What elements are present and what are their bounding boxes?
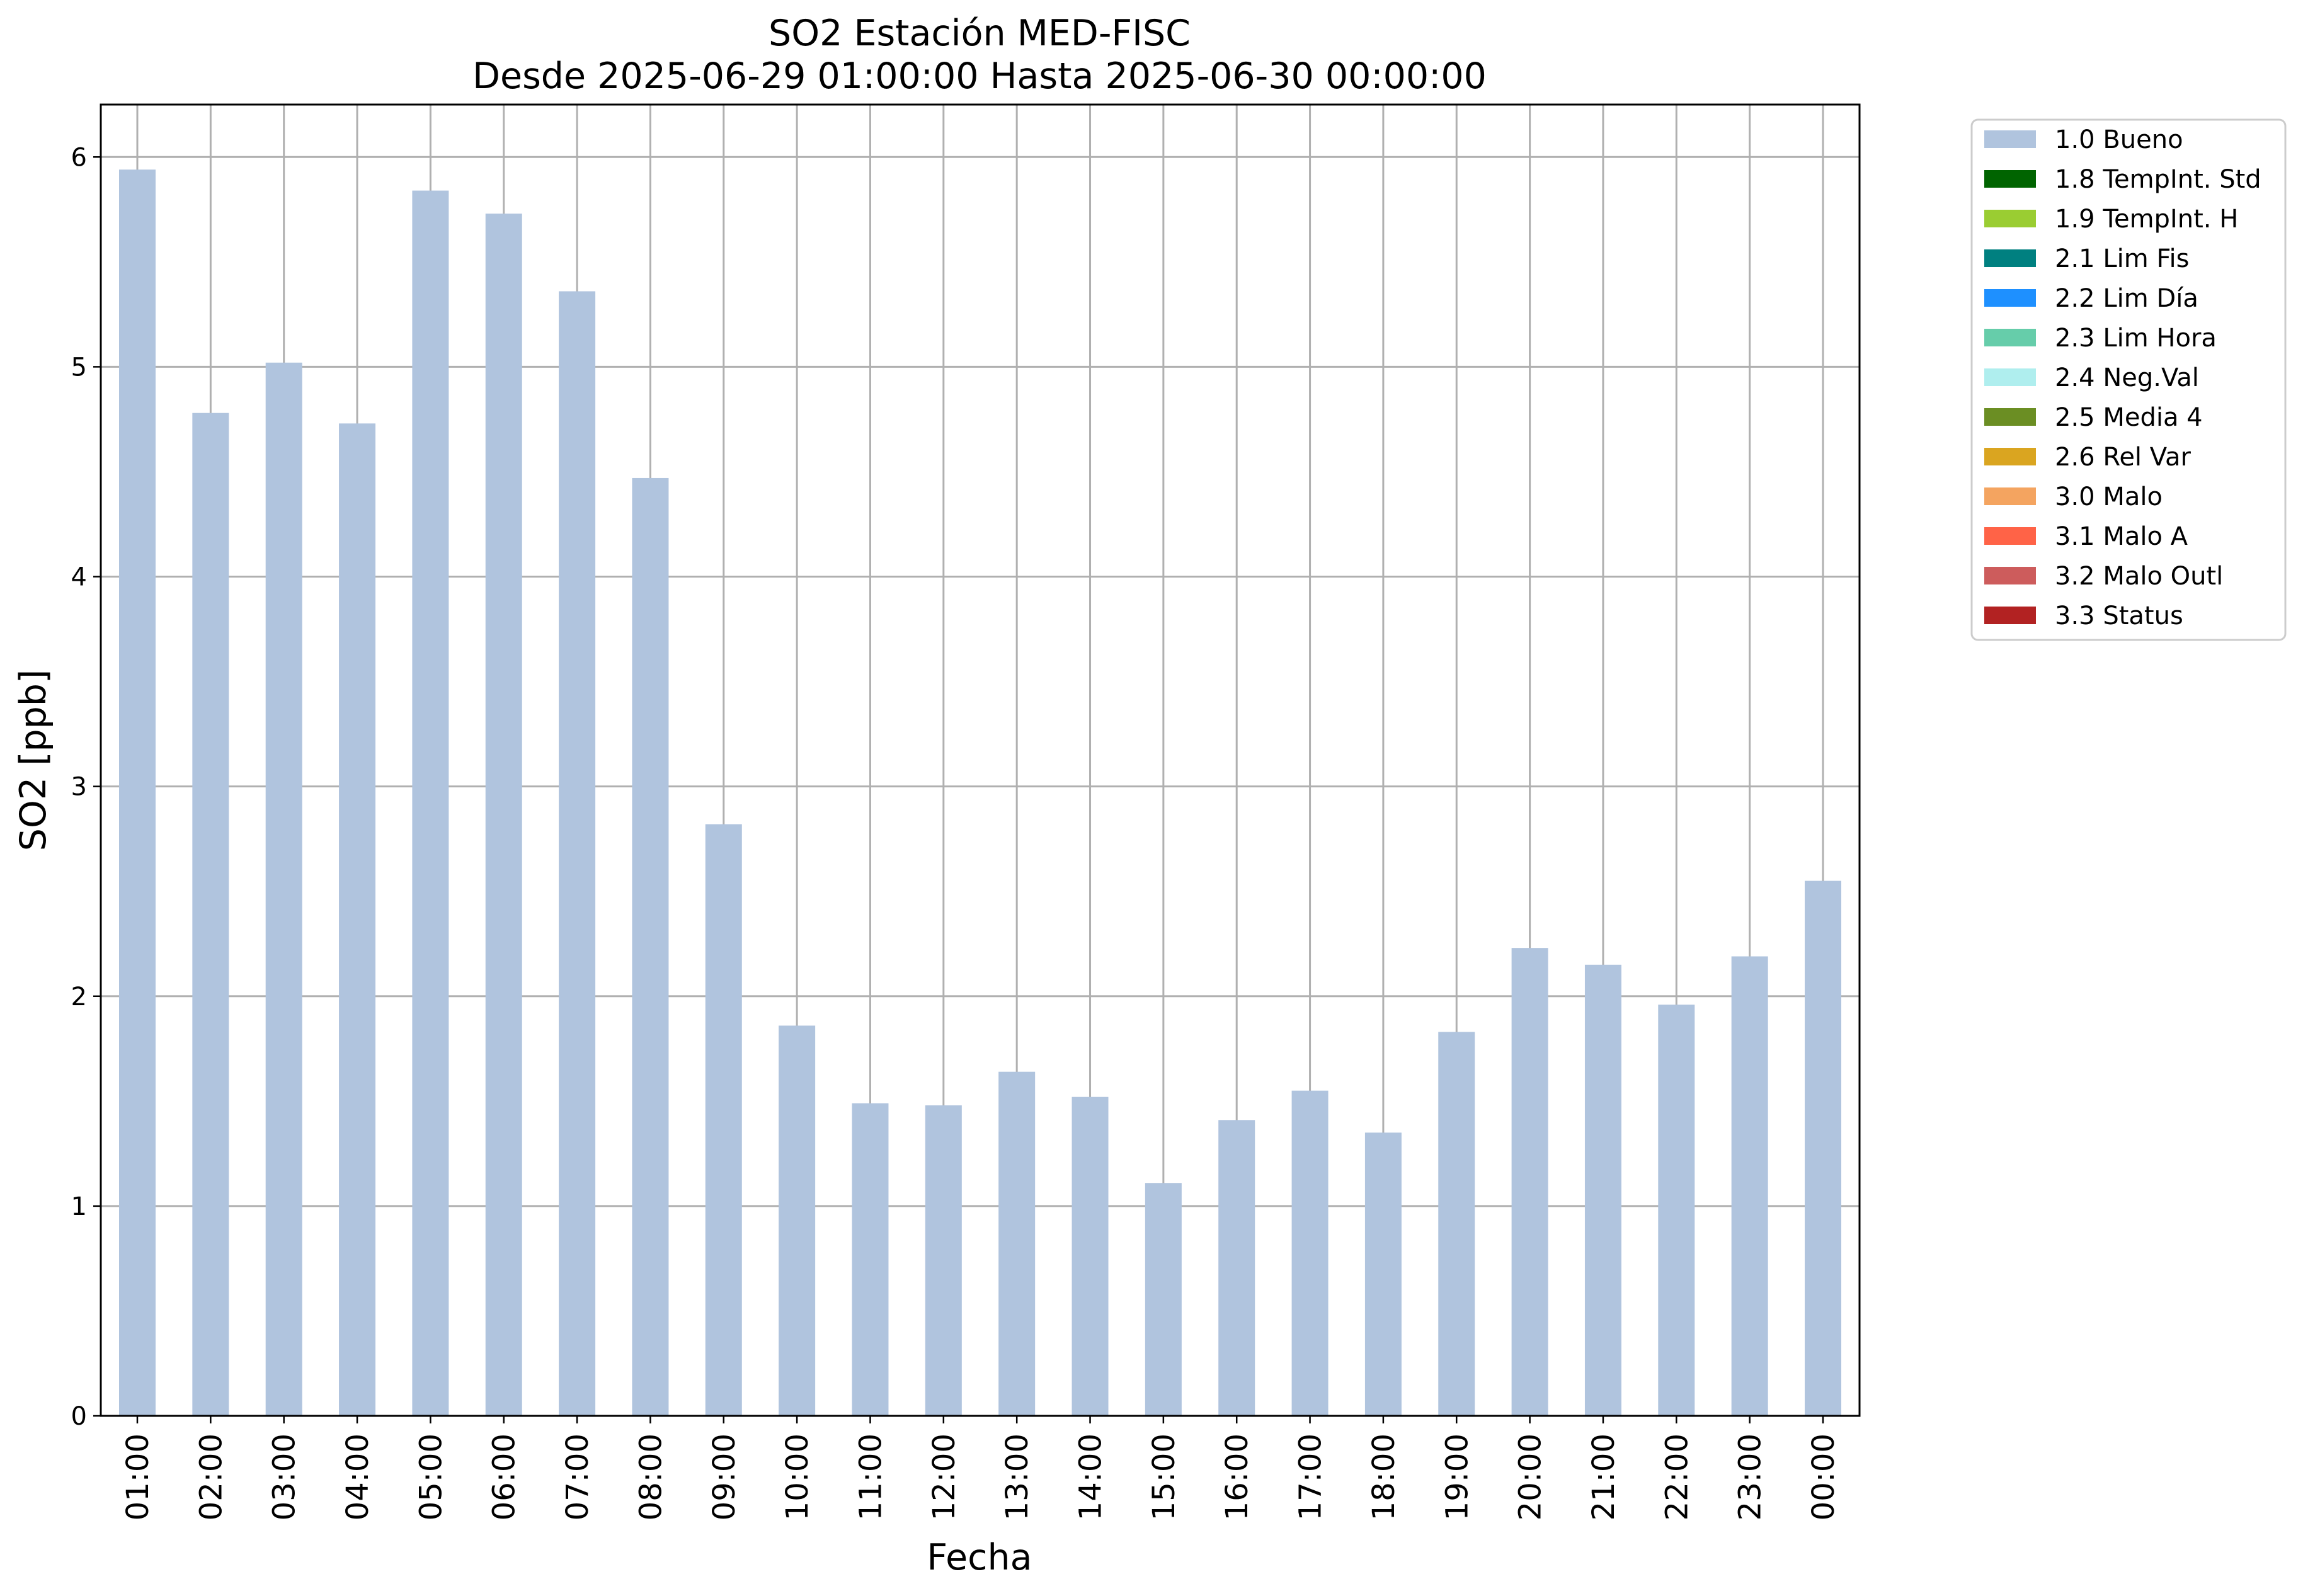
x-tick-label: 20:00	[1513, 1434, 1548, 1520]
legend-frame	[1970, 118, 2287, 641]
bar	[632, 477, 669, 1416]
legend-swatch	[1984, 368, 2036, 386]
x-tick-label: 12:00	[927, 1434, 962, 1520]
bar	[485, 214, 522, 1416]
legend-swatch	[1984, 487, 2036, 505]
x-tick-label: 23:00	[1733, 1434, 1768, 1520]
bar	[705, 824, 742, 1416]
legend-label: 2.6 Rel Var	[2055, 443, 2192, 472]
bar	[1145, 1183, 1182, 1416]
bar	[1218, 1120, 1255, 1416]
bar	[1364, 1132, 1402, 1416]
chart-subtitle: Desde 2025-06-29 01:00:00 Hasta 2025-06-…	[472, 55, 1487, 97]
x-tick-label: 17:00	[1293, 1434, 1329, 1520]
y-tick-label: 4	[71, 563, 87, 592]
chart-title: SO2 Estación MED-FISC	[769, 13, 1191, 54]
y-axis-ticks: 0 1 2 3 4 5 6	[71, 143, 101, 1431]
x-tick-label: 14:00	[1073, 1434, 1109, 1520]
x-tick-label: 13:00	[1000, 1434, 1035, 1520]
bar	[1071, 1097, 1109, 1416]
bar	[265, 362, 302, 1416]
bar	[412, 190, 449, 1416]
bar	[192, 413, 229, 1416]
legend-swatch	[1984, 289, 2036, 307]
plot-frame	[100, 103, 1861, 1417]
bar	[1438, 1032, 1475, 1416]
y-tick-label: 6	[71, 143, 87, 172]
x-tick-label: 03:00	[267, 1434, 302, 1520]
x-tick-label: 11:00	[853, 1434, 888, 1520]
bar	[779, 1025, 816, 1416]
bar	[1658, 1005, 1695, 1416]
legend-label: 3.2 Malo Outl	[2055, 562, 2223, 591]
bar	[925, 1105, 962, 1416]
y-tick-label: 5	[71, 353, 87, 382]
legend-label: 2.1 Lim Fis	[2055, 244, 2189, 273]
x-axis-label: Fecha	[927, 1537, 1032, 1578]
bar	[852, 1103, 889, 1416]
x-tick-label: 16:00	[1220, 1434, 1255, 1520]
x-tick-label: 21:00	[1586, 1434, 1621, 1520]
legend-swatch	[1984, 170, 2036, 188]
legend-label: 3.3 Status	[2055, 601, 2183, 630]
y-tick-label: 1	[71, 1192, 87, 1221]
bar	[339, 423, 376, 1416]
x-tick-label: 01:00	[120, 1434, 156, 1520]
bars	[119, 169, 1841, 1416]
bar	[559, 291, 596, 1416]
x-tick-label: 07:00	[560, 1434, 595, 1520]
y-tick-label: 0	[71, 1402, 87, 1431]
legend-label: 2.2 Lim Día	[2055, 284, 2198, 313]
bar	[1805, 881, 1841, 1416]
legend-swatch	[1984, 210, 2036, 227]
x-tick-label: 02:00	[193, 1434, 229, 1520]
x-tick-label: 09:00	[707, 1434, 742, 1520]
x-tick-label: 15:00	[1146, 1434, 1182, 1520]
legend-swatch	[1984, 567, 2036, 584]
bar	[1511, 948, 1548, 1416]
legend-label: 1.8 TempInt. Std	[2055, 165, 2261, 194]
bar	[1731, 956, 1768, 1416]
y-axis-label: SO2 [ppb]	[13, 670, 54, 851]
legend-label: 1.0 Bueno	[2055, 125, 2183, 154]
x-tick-label: 04:00	[340, 1434, 375, 1520]
plot-area-background	[101, 105, 1860, 1416]
x-tick-label: 05:00	[413, 1434, 449, 1520]
legend-swatch	[1984, 527, 2036, 545]
y-tick-label: 2	[71, 983, 87, 1012]
legend-label: 1.9 TempInt. H	[2055, 205, 2238, 234]
x-tick-label: 18:00	[1366, 1434, 1402, 1520]
legend: 1.0 Bueno 1.8 TempInt. Std 1.9 TempInt. H 2…	[1970, 118, 2287, 641]
bar	[1584, 964, 1621, 1416]
y-tick-label: 3	[71, 773, 87, 802]
legend-swatch	[1984, 408, 2036, 426]
x-tick-label: 08:00	[633, 1434, 668, 1520]
bar	[998, 1071, 1036, 1416]
legend-swatch	[1984, 607, 2036, 624]
legend-swatch	[1984, 448, 2036, 465]
bar	[119, 169, 156, 1416]
x-tick-label: 00:00	[1806, 1434, 1841, 1520]
x-tick-label: 19:00	[1439, 1434, 1475, 1520]
x-axis-ticks: 01:00 02:00 03:00 04:00 05:00 06:00 07:00 08:00…	[120, 1416, 1841, 1520]
legend-swatch	[1984, 130, 2036, 148]
legend-label: 3.1 Malo A	[2055, 522, 2188, 551]
x-tick-label: 06:00	[487, 1434, 522, 1520]
legend-label: 3.0 Malo	[2055, 482, 2163, 511]
legend-label: 2.3 Lim Hora	[2055, 324, 2217, 353]
x-tick-label: 22:00	[1659, 1434, 1694, 1520]
legend-label: 2.5 Media 4	[2055, 403, 2203, 432]
legend-swatch	[1984, 329, 2036, 346]
legend-swatch	[1984, 249, 2036, 267]
bar	[1291, 1090, 1329, 1416]
legend-label: 2.4 Neg.Val	[2055, 363, 2199, 392]
x-tick-label: 10:00	[780, 1434, 815, 1520]
